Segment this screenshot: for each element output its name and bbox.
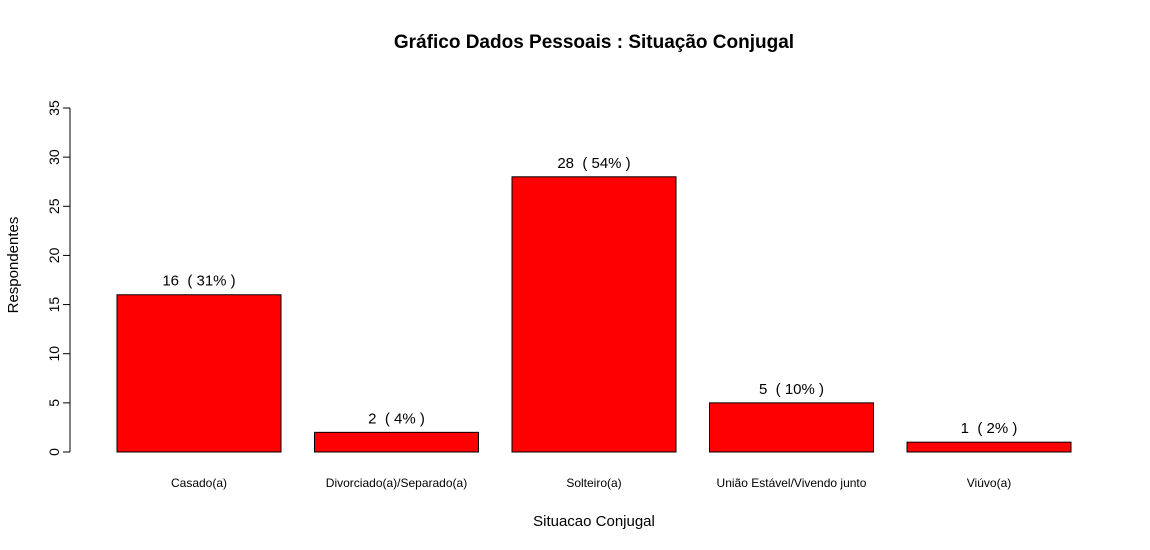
x-axis-label: Situacao Conjugal [533,513,655,530]
y-tick-label: 0 [46,448,62,456]
category-label: Casado(a) [171,476,227,490]
data-label: 2 ( 4% ) [368,410,425,427]
y-tick-label: 15 [46,297,62,313]
y-tick-label: 20 [46,247,62,263]
bar [709,402,874,453]
bar [116,294,282,453]
y-tick-label: 30 [46,149,62,165]
category-label: Divorciado(a)/Separado(a) [326,476,467,490]
bar [511,176,677,453]
category-label: Viúvo(a) [967,476,1011,490]
y-tick-label: 25 [46,198,62,214]
bars [116,176,1072,453]
data-labels: 16 ( 31% ) 2 ( 4% ) 28 ( 54% ) 5 ( 10% ) 1 (… [162,155,1017,437]
chart-title: Gráfico Dados Pessoais : Situação Conjug… [394,32,794,53]
data-label: 5 ( 10% ) [759,381,824,398]
category-label: União Estável/Vivendo junto [717,476,867,490]
y-tick-label: 10 [46,346,62,362]
category-labels: Casado(a) Divorciado(a)/Separado(a) Soltei… [171,476,1011,490]
data-label: 16 ( 31% ) [162,273,235,290]
category-label: Solteiro(a) [566,476,621,490]
data-label: 1 ( 2% ) [961,420,1018,437]
y-axis: 0 5 10 15 20 25 30 35 [46,100,71,456]
bar [906,441,1072,453]
data-label: 28 ( 54% ) [557,155,630,172]
y-axis-label: Respondentes [5,217,22,314]
y-tick-label: 5 [46,399,62,407]
bar [314,431,479,453]
y-tick-label: 35 [46,100,62,116]
